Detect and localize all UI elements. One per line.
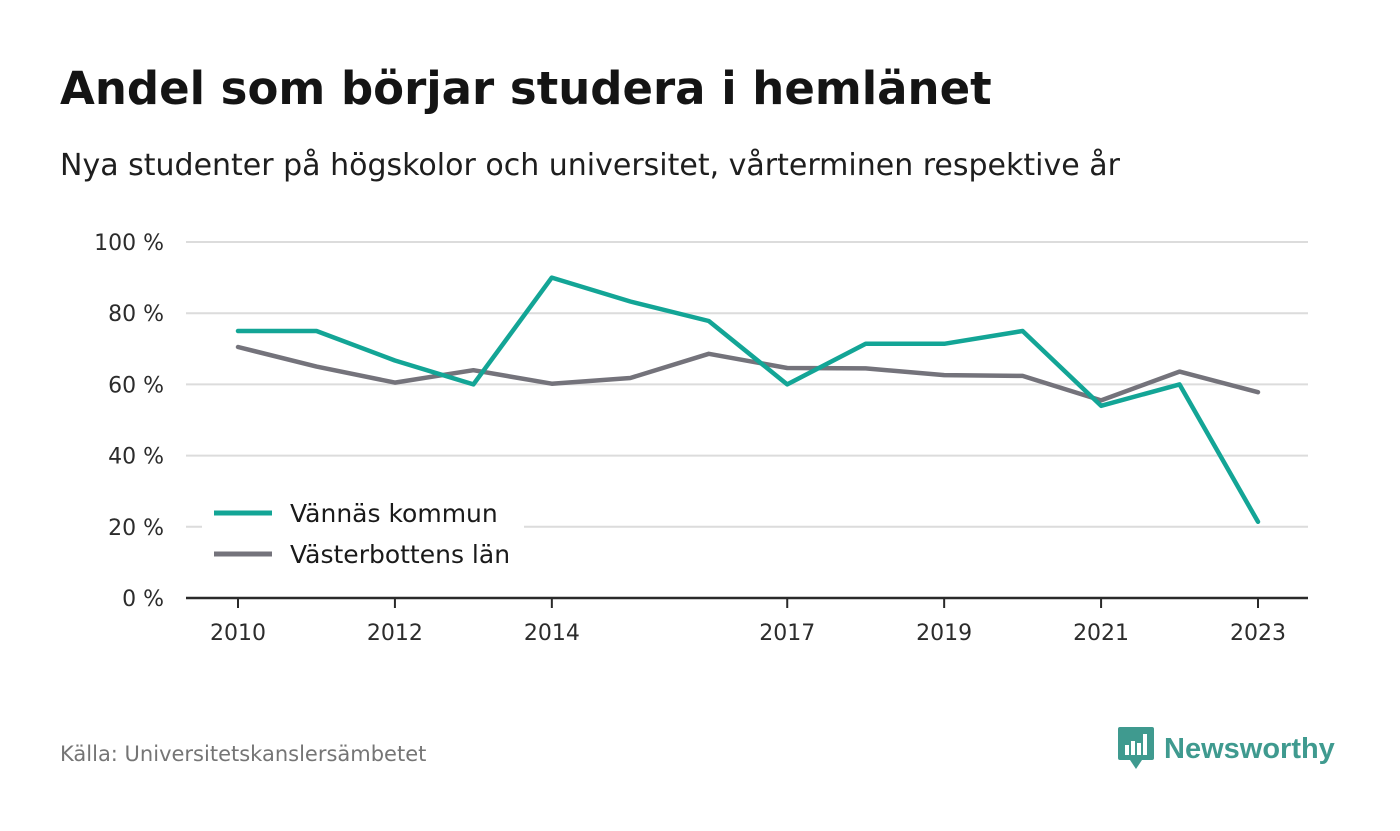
- brand-logo: Newsworthy: [1118, 726, 1335, 772]
- y-tick-label: 60 %: [108, 373, 164, 398]
- x-tick-label: 2023: [1230, 621, 1286, 646]
- x-axis: [186, 596, 1308, 608]
- x-tick-label: 2010: [210, 621, 266, 646]
- x-tick-label: 2014: [524, 621, 580, 646]
- y-tick-label: 20 %: [108, 516, 164, 541]
- y-tick-label: 80 %: [108, 302, 164, 327]
- legend-label: Västerbottens län: [290, 540, 510, 569]
- x-tick-label: 2019: [916, 621, 972, 646]
- line-chart: 0 %20 %40 %60 %80 %100 % 2010 2012 2014 201…: [94, 231, 1308, 646]
- y-tick-label: 0 %: [122, 587, 164, 612]
- x-tick-label: 2012: [367, 621, 423, 646]
- newsworthy-logo-icon: [1118, 727, 1154, 769]
- y-axis-tick-labels: 0 % 20 % 40 % 60 % 80 % 100 %: [94, 231, 164, 612]
- y-tick-label: 100 %: [94, 231, 164, 256]
- legend: Vännäs kommun Västerbottens län: [202, 492, 524, 584]
- chart-title: Andel som börjar studera i hemlänet: [60, 62, 992, 115]
- x-tick-label: 2021: [1073, 621, 1129, 646]
- x-axis-tick-labels: 2010 2012 2014 2017 2019 2021 2023: [210, 621, 1286, 646]
- x-tick-label: 2017: [759, 621, 815, 646]
- y-tick-label: 40 %: [108, 445, 164, 470]
- brand-name: Newsworthy: [1164, 732, 1335, 765]
- source-note: Källa: Universitetskanslersämbetet: [60, 742, 427, 766]
- legend-background: [202, 492, 524, 584]
- chart-subtitle: Nya studenter på högskolor och universit…: [60, 148, 1120, 183]
- series-lines: [235, 275, 1261, 525]
- series-line: [235, 275, 1261, 525]
- legend-label: Vännäs kommun: [290, 499, 498, 528]
